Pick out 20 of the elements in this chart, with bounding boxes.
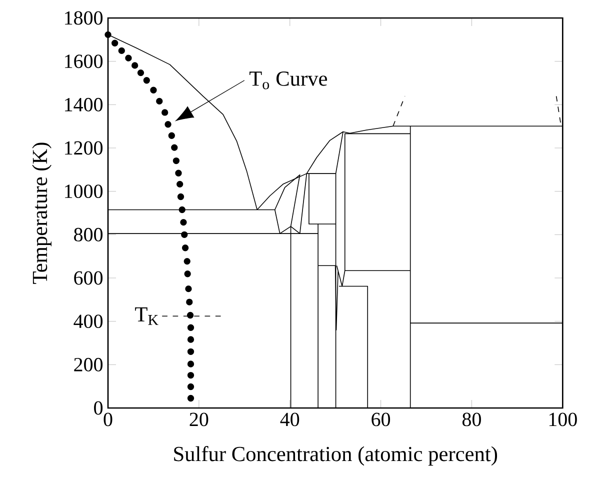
y-tick-label: 800 bbox=[74, 228, 103, 242]
y-tick-label: 400 bbox=[74, 314, 103, 328]
y-tick-label: 1600 bbox=[65, 54, 103, 68]
y-tick-label: 1800 bbox=[65, 11, 103, 25]
y-tick-label: 600 bbox=[74, 271, 103, 285]
x-tick-label: 80 bbox=[462, 412, 481, 426]
y-tick-label: 200 bbox=[74, 358, 103, 372]
annotation: T$_{K}$ bbox=[135, 307, 158, 325]
annotation: T$_{o}$ Curve bbox=[249, 72, 327, 90]
y-tick-label: 1400 bbox=[65, 98, 103, 112]
y-axis-title: Temperature (K) bbox=[32, 142, 52, 284]
x-tick-label: 40 bbox=[280, 412, 300, 426]
y-tick-label: 1200 bbox=[65, 141, 103, 155]
y-tick-label: 0 bbox=[94, 401, 103, 415]
y-tick-label: 1000 bbox=[65, 184, 103, 198]
x-tick-label: 100 bbox=[549, 412, 577, 426]
x-tick-label: 0 bbox=[104, 412, 112, 426]
x-tick-label: 20 bbox=[190, 412, 208, 426]
x-axis-title: Sulfur Concentration (atomic percent) bbox=[174, 446, 498, 466]
x-tick-label: 60 bbox=[372, 412, 390, 426]
